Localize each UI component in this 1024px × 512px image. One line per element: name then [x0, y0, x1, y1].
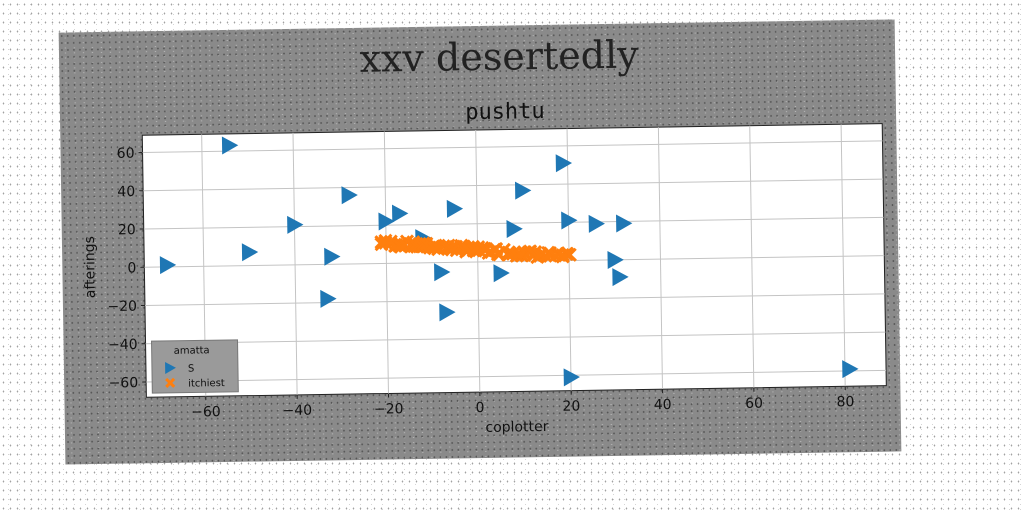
- data-marks: [159, 136, 859, 387]
- y-grid-line: [144, 255, 885, 268]
- point-s: [561, 211, 578, 230]
- point-s: [434, 263, 451, 282]
- point-s: [324, 247, 341, 266]
- x-grid-line: [383, 131, 389, 394]
- y-grid-line: [146, 369, 887, 383]
- point-s: [446, 199, 464, 218]
- y-tick-label: −60: [109, 375, 139, 391]
- x-grid-line: [840, 124, 846, 387]
- point-itchiest-stroke: [427, 241, 442, 256]
- x-tick-label: −60: [191, 404, 221, 420]
- legend-item-s: S: [165, 361, 195, 375]
- point-s: [514, 181, 532, 200]
- y-tick-label: −40: [108, 337, 138, 353]
- legend-label-s: S: [188, 364, 195, 375]
- point-s: [341, 186, 358, 205]
- x-tick-label: 60: [745, 396, 763, 412]
- grid-lines: [142, 124, 887, 397]
- y-tick-label: 0: [127, 260, 136, 276]
- x-grid-line: [292, 132, 298, 395]
- x-grid-line: [475, 130, 481, 393]
- legend-title: amatta: [174, 345, 210, 357]
- legend-marker-s: [165, 361, 176, 374]
- point-s: [493, 264, 510, 283]
- point-s: [439, 303, 456, 322]
- legend-item-itchiest: itchiest: [165, 377, 225, 390]
- legend-marker-itchiest: [165, 377, 176, 388]
- legend-marker-stroke: [165, 377, 176, 388]
- point-s: [320, 289, 337, 308]
- point-s: [378, 212, 395, 231]
- y-grid-line: [142, 140, 883, 154]
- point-s: [607, 250, 624, 269]
- x-tick-label: −40: [282, 403, 312, 419]
- x-tick-label: 0: [475, 400, 484, 416]
- legend: amatta S itchiest: [151, 339, 239, 394]
- y-tick-label: 60: [117, 146, 135, 162]
- point-s: [616, 214, 633, 233]
- x-tick-label: 20: [562, 398, 580, 414]
- point-s: [392, 204, 409, 223]
- y-grid-line: [145, 331, 886, 345]
- point-itchiest-stroke: [562, 247, 577, 262]
- point-s: [842, 360, 859, 379]
- chart-title: pushtu: [465, 99, 545, 125]
- point-s: [588, 214, 605, 233]
- legend-label-itchiest: itchiest: [188, 378, 225, 390]
- y-grid-line: [144, 293, 885, 306]
- x-grid-line: [749, 125, 755, 388]
- x-tick-label: 40: [654, 397, 672, 413]
- x-tick-label: 80: [836, 394, 854, 410]
- point-itchiest-stroke: [471, 240, 486, 255]
- point-s: [241, 243, 259, 262]
- x-axis-label: coplotter: [485, 419, 548, 436]
- x-tick-label: −20: [374, 401, 404, 417]
- y-grid-line: [143, 216, 884, 230]
- y-grid-line: [143, 178, 884, 192]
- point-s: [506, 220, 523, 239]
- point-s: [221, 136, 239, 155]
- scatter-chart: xxv desertedly pushtu −60 −40 −20 0 20 40 60 80…: [82, 32, 887, 436]
- figure-panel: xxv desertedly pushtu −60 −40 −20 0 20 40 60 80…: [58, 19, 902, 465]
- y-tick-label: −20: [107, 299, 137, 315]
- point-itchiest: [562, 247, 577, 262]
- y-tick-label: 20: [118, 222, 136, 238]
- x-grid-line: [657, 127, 664, 390]
- point-s: [555, 154, 573, 173]
- axis-ticks: −60 −40 −20 0 20 40 60 80 −60 −40 −20 0 20 40 60: [107, 146, 854, 421]
- point-s: [563, 368, 580, 387]
- y-axis-label: afterings: [82, 236, 99, 298]
- y-tick-label: 40: [117, 184, 135, 200]
- chart-suptitle: xxv desertedly: [359, 32, 639, 80]
- point-s: [159, 256, 177, 275]
- point-s: [287, 215, 304, 234]
- point-s: [612, 268, 629, 287]
